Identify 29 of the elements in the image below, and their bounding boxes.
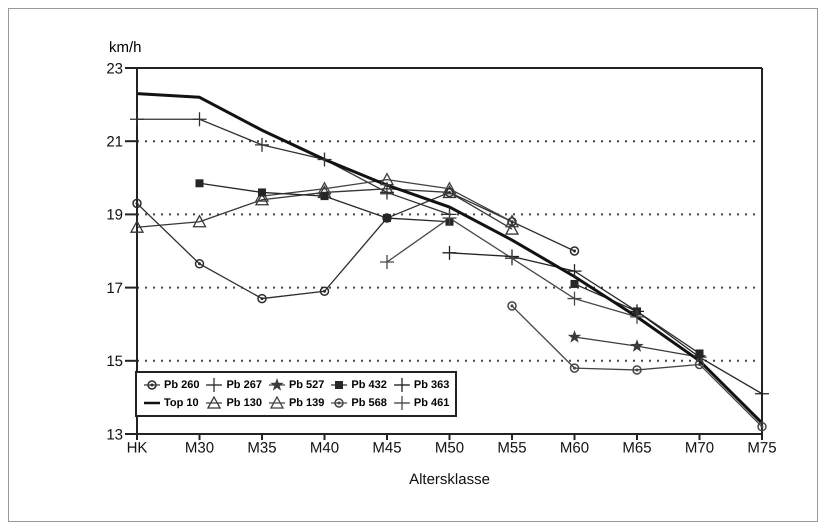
y-tick-label: 19 xyxy=(106,206,123,224)
y-tick-label: 17 xyxy=(106,280,123,297)
y-axis-title: km/h xyxy=(109,39,142,56)
x-tick-label: M40 xyxy=(310,440,340,457)
legend-label: Pb 260 xyxy=(163,378,200,392)
x-axis-title: Altersklasse xyxy=(409,471,490,488)
x-tick-label: M65 xyxy=(622,440,652,457)
x-tick-label: HK xyxy=(126,440,148,457)
x-tick-label: M75 xyxy=(747,440,777,457)
x-tick-label: M70 xyxy=(684,440,714,457)
legend-label: Top 10 xyxy=(163,396,200,410)
x-tick-label: M45 xyxy=(372,440,402,457)
y-tick-label: 23 xyxy=(106,60,123,78)
legend-label: Pb 130 xyxy=(225,396,262,410)
x-tick-label: M60 xyxy=(560,440,590,457)
legend-label: Pb 267 xyxy=(225,378,262,392)
legend-label: Pb 432 xyxy=(350,378,387,392)
legend-label: Pb 527 xyxy=(288,378,324,392)
x-tick-label: M50 xyxy=(434,440,464,457)
legend-label: Pb 568 xyxy=(350,396,387,410)
y-tick-label: 15 xyxy=(106,353,123,370)
legend-label: Pb 139 xyxy=(288,396,324,410)
x-tick-label: M55 xyxy=(497,440,527,457)
y-tick-label: 21 xyxy=(106,134,123,151)
legend-label: Pb 363 xyxy=(412,378,450,392)
y-tick-label: 13 xyxy=(106,426,123,444)
legend-label: Pb 461 xyxy=(412,396,450,410)
x-tick-label: M35 xyxy=(247,440,277,457)
x-tick-label: M30 xyxy=(184,440,214,457)
